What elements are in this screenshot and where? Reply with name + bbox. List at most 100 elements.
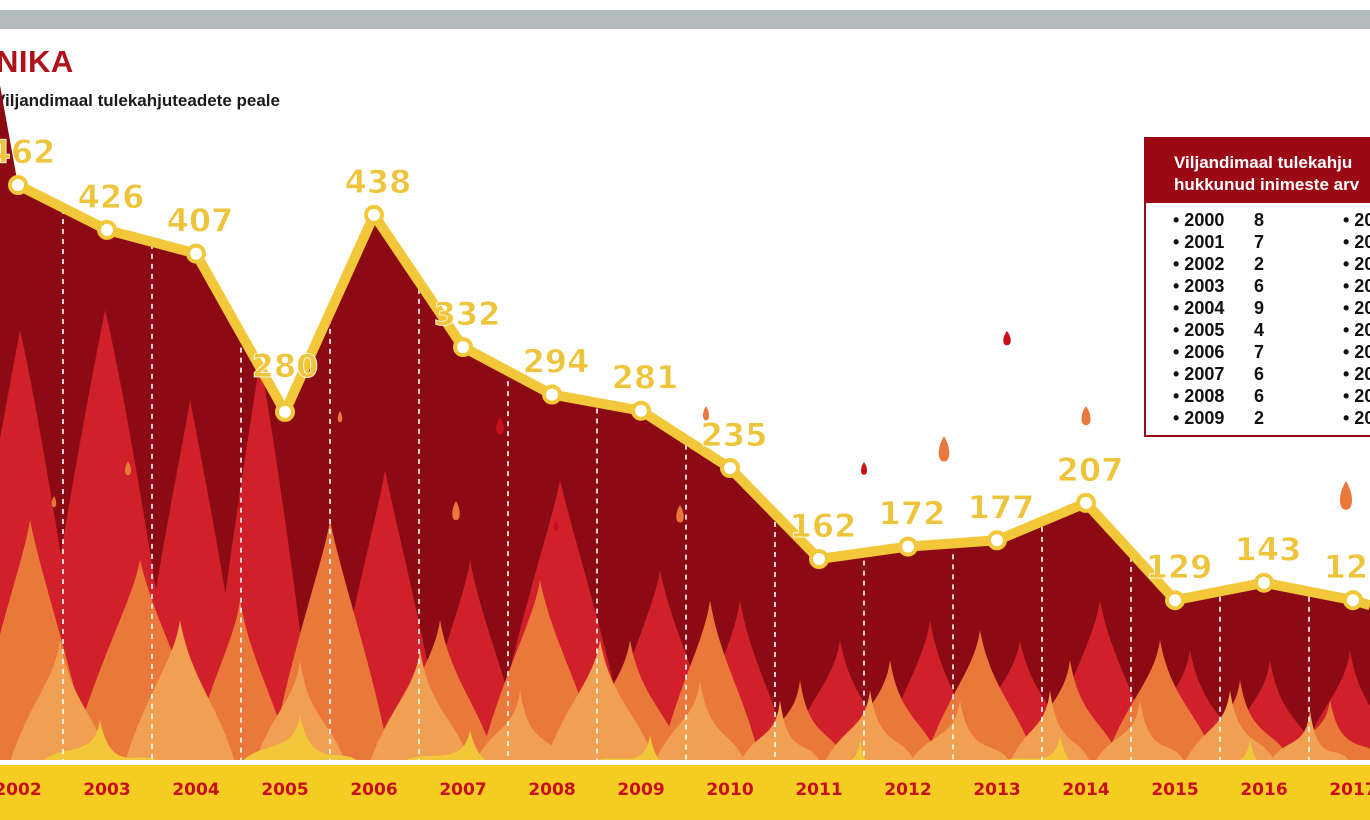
ember bbox=[1003, 331, 1011, 346]
x-tick-label: 2002 bbox=[0, 780, 42, 800]
data-point bbox=[364, 204, 384, 225]
data-point bbox=[8, 175, 28, 195]
x-tick-label: 2004 bbox=[172, 780, 219, 800]
fatalities-box: Viljandimaal tulekahju hukkunud inimeste… bbox=[1144, 137, 1370, 437]
data-label: 426 bbox=[78, 178, 145, 216]
fatalities-box-title-line2: hukkunud inimeste arv bbox=[1174, 175, 1360, 194]
data-label: 294 bbox=[523, 343, 590, 381]
data-point bbox=[809, 549, 829, 569]
fatalities-year2: • 20 bbox=[1343, 408, 1370, 428]
data-label: 332 bbox=[434, 295, 501, 333]
data-label: 235 bbox=[701, 416, 768, 454]
axis-band bbox=[0, 765, 1370, 820]
data-point bbox=[453, 337, 473, 358]
fatalities-year2: • 20 bbox=[1343, 254, 1370, 274]
data-label: 462 bbox=[0, 133, 55, 171]
fatalities-year: • 2003 bbox=[1173, 276, 1225, 296]
data-point bbox=[1254, 572, 1274, 593]
x-tick-label: 2016 bbox=[1240, 780, 1287, 800]
fatalities-row: • 2005 4 • 20 bbox=[1146, 320, 1370, 342]
ember bbox=[51, 496, 57, 508]
data-point bbox=[720, 458, 740, 478]
x-tick-label: 2009 bbox=[617, 780, 664, 800]
x-tick-label: 2011 bbox=[795, 780, 842, 800]
data-label: 172 bbox=[879, 495, 946, 533]
data-label: 438 bbox=[345, 163, 412, 201]
ember bbox=[337, 411, 343, 423]
fatalities-count: 2 bbox=[1254, 254, 1265, 274]
fatalities-year2: • 20 bbox=[1343, 320, 1370, 340]
data-labels: 4624264072804383322942812351621721772071… bbox=[0, 133, 1370, 587]
page-title: NIKA bbox=[0, 44, 74, 79]
fatalities-year2: • 20 bbox=[1343, 386, 1370, 406]
data-point bbox=[186, 243, 206, 264]
flames-light bbox=[0, 620, 1370, 765]
fatalities-year: • 2000 bbox=[1173, 210, 1225, 230]
axis-divider bbox=[0, 760, 1370, 765]
fatalities-year2: • 20 bbox=[1343, 210, 1370, 230]
data-label: 177 bbox=[968, 488, 1035, 526]
fatalities-year2: • 20 bbox=[1343, 364, 1370, 384]
fatalities-year: • 2001 bbox=[1173, 232, 1225, 252]
fatalities-count: 4 bbox=[1254, 320, 1265, 340]
x-tick-label: 2005 bbox=[261, 780, 308, 800]
fatalities-year: • 2002 bbox=[1173, 254, 1225, 274]
ember bbox=[861, 462, 867, 475]
fatalities-year: • 2008 bbox=[1173, 386, 1225, 406]
fatalities-year: • 2007 bbox=[1173, 364, 1225, 384]
fatalities-year: • 2006 bbox=[1173, 342, 1225, 362]
x-tick-label: 2003 bbox=[83, 780, 130, 800]
data-label: 129 bbox=[1324, 548, 1370, 586]
fatalities-year: • 2005 bbox=[1173, 320, 1225, 340]
data-point bbox=[987, 530, 1007, 551]
ember bbox=[496, 417, 504, 435]
x-tick-label: 2007 bbox=[439, 780, 486, 800]
fatalities-list: • 2000 8 • 20 • 2001 7 • 20 • 2002 2 • 20 • 2003 6… bbox=[1146, 203, 1370, 430]
flame-background bbox=[0, 85, 1370, 772]
fatalities-row: • 2006 7 • 20 bbox=[1146, 342, 1370, 364]
fatalities-year: • 2004 bbox=[1173, 298, 1225, 318]
ember bbox=[676, 505, 684, 523]
fatalities-row: • 2003 6 • 20 bbox=[1146, 276, 1370, 298]
ember bbox=[1340, 481, 1352, 510]
ember bbox=[125, 461, 131, 476]
top-band bbox=[0, 10, 1370, 29]
data-label: 207 bbox=[1057, 451, 1124, 489]
fatalities-year2: • 20 bbox=[1343, 342, 1370, 362]
fatalities-box-header: Viljandimaal tulekahju hukkunud inimeste… bbox=[1146, 139, 1370, 203]
fatalities-count: 7 bbox=[1254, 232, 1265, 252]
data-label: 407 bbox=[167, 202, 234, 240]
fatalities-row: • 2002 2 • 20 bbox=[1146, 254, 1370, 276]
ember bbox=[1081, 406, 1091, 426]
fatalities-count: 6 bbox=[1254, 386, 1265, 406]
data-point bbox=[275, 401, 295, 422]
fatalities-count: 9 bbox=[1254, 298, 1265, 318]
data-point bbox=[631, 400, 651, 421]
fatalities-count: 6 bbox=[1254, 364, 1265, 384]
x-tick-label: 2015 bbox=[1151, 780, 1198, 800]
data-label: 143 bbox=[1235, 531, 1302, 569]
fatalities-year: • 2009 bbox=[1173, 408, 1225, 428]
ember bbox=[553, 520, 559, 532]
data-point bbox=[1076, 492, 1096, 513]
fatalities-row: • 2000 8 • 20 bbox=[1146, 210, 1370, 232]
x-tick-label: 2014 bbox=[1062, 780, 1109, 800]
x-tick-label: 2013 bbox=[973, 780, 1020, 800]
fatalities-box-title-line1: Viljandimaal tulekahju bbox=[1174, 153, 1353, 172]
fatalities-count: 7 bbox=[1254, 342, 1265, 362]
fatalities-year2: • 20 bbox=[1343, 298, 1370, 318]
data-point bbox=[898, 536, 918, 557]
data-label: 162 bbox=[790, 507, 857, 545]
data-points bbox=[8, 175, 1363, 611]
data-label: 129 bbox=[1146, 548, 1213, 586]
data-point bbox=[542, 384, 562, 405]
fatalities-row: • 2007 6 • 20 bbox=[1146, 364, 1370, 386]
flames-orange bbox=[0, 520, 1370, 765]
fatalities-row: • 2009 2 • 20 bbox=[1146, 408, 1370, 430]
x-tick-label: 2012 bbox=[884, 780, 931, 800]
flames-yellow bbox=[0, 715, 1370, 772]
fatalities-row: • 2008 6 • 20 bbox=[1146, 386, 1370, 408]
x-tick-label: 2008 bbox=[528, 780, 575, 800]
page-subtitle: Viljandimaal tulekahjuteadete peale bbox=[0, 91, 280, 110]
